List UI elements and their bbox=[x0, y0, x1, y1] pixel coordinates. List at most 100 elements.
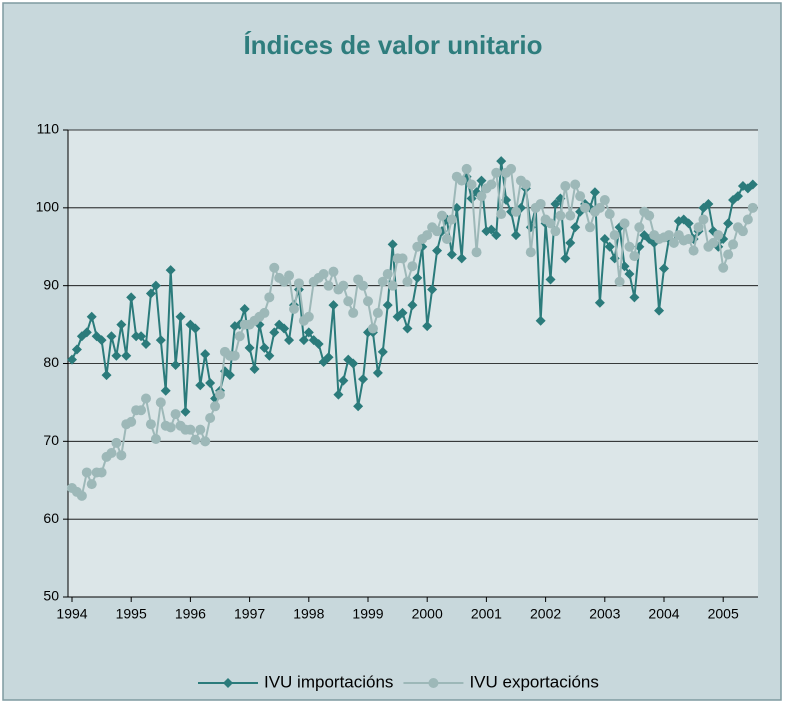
data-point bbox=[106, 331, 117, 342]
data-point bbox=[570, 222, 581, 233]
data-point bbox=[76, 490, 87, 501]
data-point bbox=[96, 467, 107, 478]
data-point bbox=[422, 321, 433, 332]
data-point bbox=[353, 401, 364, 412]
y-tick-label: 90 bbox=[43, 276, 59, 292]
legend-marker bbox=[223, 678, 233, 688]
data-point bbox=[165, 265, 176, 276]
data-point bbox=[363, 296, 373, 307]
data-point bbox=[437, 210, 447, 221]
data-point bbox=[318, 268, 329, 279]
data-point bbox=[594, 202, 605, 213]
data-point bbox=[742, 214, 753, 225]
x-tick-label: 2001 bbox=[471, 606, 502, 622]
data-point bbox=[348, 307, 359, 318]
data-point bbox=[604, 209, 615, 220]
data-point bbox=[668, 237, 679, 248]
data-point bbox=[594, 297, 605, 308]
data-point bbox=[160, 385, 171, 396]
data-point bbox=[348, 358, 359, 369]
data-point bbox=[170, 409, 181, 420]
data-point bbox=[141, 393, 151, 404]
data-point bbox=[747, 202, 758, 213]
data-point bbox=[698, 214, 709, 225]
data-point bbox=[382, 268, 393, 279]
data-point bbox=[550, 226, 561, 237]
data-point bbox=[195, 424, 206, 435]
data-point bbox=[141, 339, 151, 350]
data-point bbox=[476, 191, 487, 202]
data-point bbox=[565, 210, 576, 221]
data-point bbox=[333, 389, 344, 400]
data-point bbox=[629, 251, 640, 262]
data-point bbox=[466, 193, 477, 204]
data-point bbox=[71, 344, 82, 355]
y-tick-label: 80 bbox=[43, 354, 59, 370]
data-point bbox=[145, 288, 156, 299]
data-point bbox=[387, 280, 398, 291]
x-tick-label: 1999 bbox=[352, 606, 383, 622]
data-point bbox=[358, 374, 369, 385]
data-point bbox=[81, 327, 92, 338]
data-point bbox=[560, 253, 571, 264]
data-point bbox=[387, 239, 398, 250]
data-point bbox=[604, 241, 615, 252]
data-point bbox=[570, 179, 581, 190]
data-point bbox=[155, 397, 166, 408]
data-point bbox=[703, 198, 714, 209]
data-point bbox=[496, 156, 507, 167]
data-point bbox=[372, 307, 383, 318]
data-point bbox=[560, 181, 571, 192]
data-point bbox=[599, 195, 610, 206]
y-tick-label: 100 bbox=[36, 199, 60, 215]
data-point bbox=[614, 276, 625, 287]
data-point bbox=[718, 262, 729, 273]
data-point bbox=[747, 179, 758, 190]
data-point bbox=[126, 292, 137, 303]
data-point bbox=[303, 327, 314, 338]
data-point bbox=[96, 335, 107, 346]
data-point bbox=[190, 434, 201, 445]
data-point bbox=[244, 342, 255, 353]
data-point bbox=[496, 209, 507, 220]
data-point bbox=[535, 198, 546, 209]
x-tick-label: 2003 bbox=[589, 606, 620, 622]
data-point bbox=[205, 412, 216, 423]
data-point bbox=[555, 210, 566, 221]
data-point bbox=[372, 367, 383, 378]
chart-title: Índices de valor unitario bbox=[243, 30, 542, 60]
data-point bbox=[200, 436, 211, 447]
data-point bbox=[407, 300, 418, 311]
data-point bbox=[289, 304, 299, 315]
data-point bbox=[737, 226, 748, 237]
data-point bbox=[239, 304, 250, 315]
data-point bbox=[298, 335, 309, 346]
data-point bbox=[121, 350, 132, 361]
data-point bbox=[284, 270, 295, 281]
data-point bbox=[86, 479, 97, 490]
data-point bbox=[229, 350, 240, 361]
data-point bbox=[136, 331, 147, 342]
x-tick-label: 1994 bbox=[56, 606, 87, 622]
data-point bbox=[565, 237, 576, 248]
data-point bbox=[358, 280, 369, 291]
data-point bbox=[446, 214, 457, 225]
legend-marker bbox=[428, 678, 439, 688]
data-point bbox=[367, 323, 378, 334]
data-point bbox=[441, 233, 452, 244]
data-point bbox=[461, 163, 472, 174]
data-point bbox=[525, 247, 536, 258]
data-point bbox=[506, 163, 517, 174]
data-point bbox=[432, 245, 443, 256]
legend-label: IVU exportacións bbox=[469, 672, 598, 691]
data-point bbox=[215, 389, 225, 400]
data-point bbox=[101, 370, 112, 381]
data-point bbox=[284, 335, 295, 346]
data-point bbox=[456, 253, 467, 264]
data-point bbox=[377, 276, 388, 287]
y-tick-label: 110 bbox=[37, 121, 60, 137]
data-point bbox=[693, 222, 704, 233]
data-point bbox=[723, 249, 734, 260]
data-point bbox=[86, 311, 97, 322]
data-point bbox=[550, 198, 561, 209]
